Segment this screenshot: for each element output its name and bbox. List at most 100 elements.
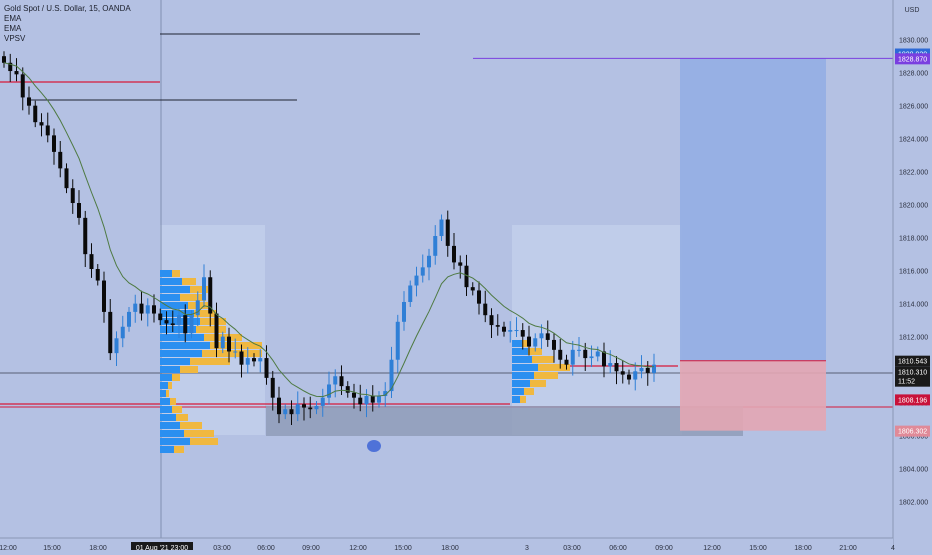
candle-down: [14, 71, 19, 75]
volume-profile-up-bar: [512, 364, 538, 371]
price-tick-label: 1806.000: [899, 434, 928, 441]
candle-up: [589, 356, 594, 359]
volume-profile-up-bar: [160, 302, 188, 309]
price-tick-label: 1814.000: [899, 302, 928, 309]
candle-down: [152, 305, 156, 314]
last-price-bg: [895, 366, 930, 387]
symbol-title[interactable]: Gold Spot / U.S. Dollar, 15, OANDA: [4, 4, 131, 13]
volume-profile-up-bar: [512, 388, 524, 395]
price-tick-label: 1826.000: [899, 104, 928, 111]
time-tick-label: 4: [891, 545, 895, 550]
price-label: 1828.870: [898, 56, 927, 63]
candle-down: [170, 323, 175, 326]
indicator-ema-1[interactable]: EMA: [4, 14, 22, 23]
candle-up: [577, 349, 581, 351]
candle-up: [177, 315, 181, 326]
candle-down: [214, 313, 219, 349]
candle-down: [552, 339, 556, 350]
volume-profile-down-bar: [532, 356, 554, 363]
volume-profile-down-bar: [172, 374, 180, 381]
marker-dot: [367, 440, 381, 452]
time-tick-label: 18:00: [89, 545, 107, 550]
price-label: 1808.196: [898, 397, 927, 404]
candle-down: [602, 351, 606, 367]
volume-profile-up-bar: [160, 374, 172, 381]
volume-profile-up-bar: [512, 396, 520, 403]
time-tick-label: 03:00: [563, 545, 581, 550]
volume-profile-down-bar: [196, 326, 226, 333]
volume-profile-up-bar: [160, 366, 180, 373]
volume-profile-up-bar: [160, 310, 194, 317]
candle-down: [95, 269, 100, 281]
volume-profile-box: [512, 225, 682, 435]
volume-profile-up-bar: [160, 446, 174, 453]
candle-down: [558, 349, 563, 360]
last-price-label: 1810.310: [898, 370, 927, 377]
candle-down: [239, 351, 244, 365]
volume-profile-up-bar: [160, 430, 184, 437]
candle-down: [277, 397, 281, 415]
candle-down: [464, 265, 469, 288]
demand-zone: [266, 406, 743, 436]
candle-up: [608, 363, 613, 367]
candle-up: [414, 275, 419, 286]
volume-profile-up-bar: [160, 438, 190, 445]
candle-down: [8, 62, 13, 72]
volume-profile-down-bar: [522, 340, 530, 347]
candle-down: [20, 74, 25, 98]
candle-down: [252, 358, 256, 362]
price-tick-label: 1818.000: [899, 236, 928, 243]
volume-profile-down-bar: [520, 396, 526, 403]
volume-profile-up-bar: [160, 390, 166, 397]
volume-profile-down-bar: [170, 398, 176, 405]
price-axis: [893, 0, 932, 550]
volume-profile-down-bar: [174, 446, 184, 453]
volume-profile-up-bar: [160, 326, 196, 333]
price-tick-label: 1816.000: [899, 269, 928, 276]
time-tick-label: 15:00: [394, 545, 412, 550]
candle-up: [420, 267, 425, 276]
candle-up: [195, 300, 200, 316]
volume-profile-up-bar: [512, 380, 530, 387]
candle-up: [539, 333, 544, 339]
time-tick-label: 06:00: [257, 545, 275, 550]
candle-down: [583, 349, 588, 359]
time-tick-label: 03:00: [213, 545, 231, 550]
candle-down: [139, 303, 144, 314]
volume-profile-down-bar: [180, 366, 198, 373]
indicator-ema-2[interactable]: EMA: [4, 24, 22, 33]
candle-up: [508, 330, 513, 332]
volume-profile-up-bar: [160, 382, 168, 389]
volume-profile-down-bar: [172, 406, 182, 413]
candle-up: [433, 236, 438, 256]
candle-up: [283, 409, 288, 415]
candle-down: [52, 135, 56, 152]
candle-up: [408, 285, 413, 302]
indicator-vpsv[interactable]: VPSV: [4, 34, 26, 43]
candle-down: [470, 287, 475, 291]
candle-up: [320, 397, 325, 406]
candle-up: [389, 359, 394, 392]
volume-profile-down-bar: [182, 278, 196, 285]
candle-down: [564, 359, 569, 365]
countdown-label: 11:52: [898, 379, 915, 386]
candle-down: [77, 203, 81, 218]
price-tick-label: 1824.000: [899, 137, 928, 144]
price-label-bg: [895, 394, 930, 406]
legend: Gold Spot / U.S. Dollar, 15, OANDA EMA E…: [4, 4, 131, 44]
stop-zone: [680, 360, 826, 431]
volume-profile-up-bar: [160, 414, 176, 421]
candle-up: [202, 277, 206, 301]
candle-down: [477, 290, 481, 304]
candle-down: [264, 358, 269, 378]
candle-down: [2, 56, 6, 63]
volume-profile-up-bar: [160, 294, 180, 301]
volume-profile-down-bar: [172, 270, 180, 277]
price-tick-label: 1804.000: [899, 467, 928, 474]
candle-down: [545, 333, 550, 340]
volume-profile-down-bar: [200, 318, 226, 325]
price-tick-label: 1802.000: [899, 500, 928, 507]
time-tick-label: 15:00: [43, 545, 61, 550]
